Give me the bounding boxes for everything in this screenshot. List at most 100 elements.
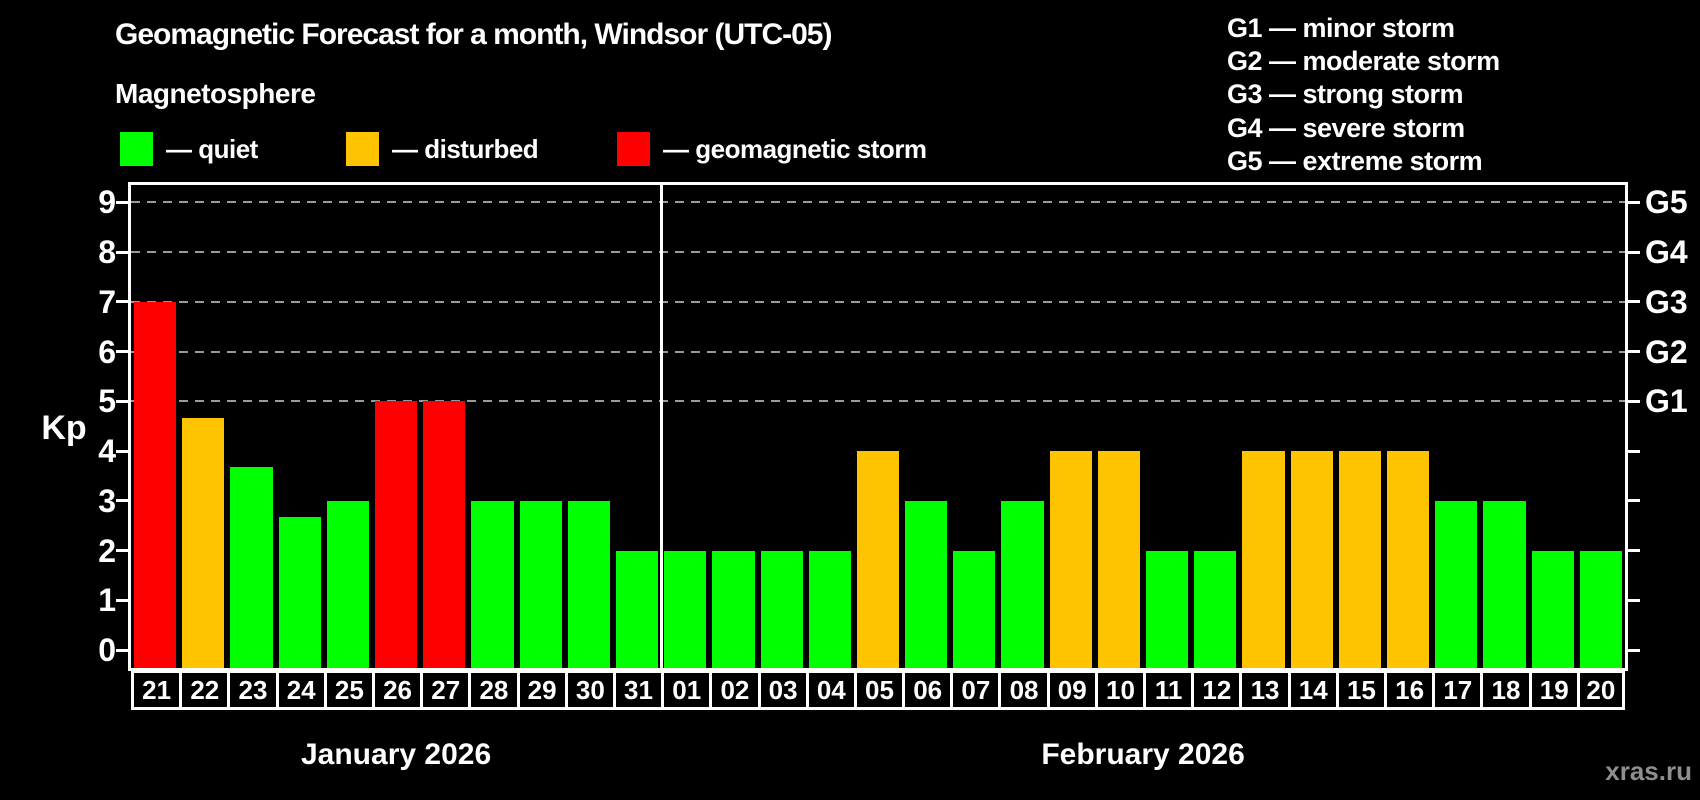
kp-bar-day-16 xyxy=(1387,451,1430,668)
kp-bar-day-25 xyxy=(326,500,369,668)
kp-bar-day-08 xyxy=(1001,500,1044,668)
month-label-1: January 2026 xyxy=(300,738,492,771)
y-axis-tick-label: 1 xyxy=(98,582,116,619)
g-legend-line-2: G2 — moderate storm xyxy=(1227,46,1500,77)
legend-label-disturbed: — disturbed xyxy=(392,133,539,164)
day-label-cell: 24 xyxy=(275,670,324,710)
kp-bar-day-30 xyxy=(567,500,610,668)
legend-item-storm: — geomagnetic storm xyxy=(617,132,927,166)
right-axis-tick xyxy=(1628,350,1640,353)
month-label-2: February 2026 xyxy=(1041,738,1245,771)
kp-bar-day-09 xyxy=(1049,451,1092,668)
right-axis-tick xyxy=(1628,499,1640,503)
plot-border xyxy=(128,182,1628,671)
day-label-cell: 26 xyxy=(371,670,421,710)
left-axis-tick xyxy=(116,499,128,503)
gridline-kp6 xyxy=(131,350,1625,353)
right-axis-tick xyxy=(1628,648,1640,652)
day-label-cell: 20 xyxy=(1576,670,1625,710)
kp-bar-day-10 xyxy=(1097,451,1141,668)
y-axis-tick-label: 5 xyxy=(98,383,116,420)
day-label-cell: 03 xyxy=(757,670,806,710)
legend-swatch-disturbed xyxy=(346,132,379,166)
g-legend-line-1: G1 — minor storm xyxy=(1227,13,1455,43)
g-legend-line-3: G3 — strong storm xyxy=(1227,79,1464,110)
day-label-cell: 29 xyxy=(516,670,565,710)
kp-bar-day-02 xyxy=(712,550,755,668)
day-label-cell: 28 xyxy=(468,670,517,710)
day-label-cell: 25 xyxy=(323,670,372,710)
kp-bar-day-12 xyxy=(1194,550,1237,668)
day-label-cell: 09 xyxy=(1046,670,1095,710)
y-axis-tick-label: 7 xyxy=(98,283,116,320)
right-axis-label-G1: G1 xyxy=(1645,383,1688,420)
left-axis-tick xyxy=(116,449,128,453)
kp-bar-day-13 xyxy=(1242,451,1285,668)
kp-bar-day-20 xyxy=(1579,550,1622,668)
left-axis-tick xyxy=(116,549,128,552)
page-title: Geomagnetic Forecast for a month, Windso… xyxy=(115,18,832,51)
right-axis-tick xyxy=(1628,399,1640,403)
day-label-cell: 10 xyxy=(1094,670,1144,710)
right-axis-tick xyxy=(1628,598,1640,602)
legend-swatch-storm xyxy=(617,132,650,166)
kp-bar-day-21 xyxy=(134,301,177,668)
kp-bar-day-26 xyxy=(374,401,418,668)
day-label-cell: 21 xyxy=(131,670,180,710)
day-label-cell: 04 xyxy=(805,670,854,710)
day-label-cell: 01 xyxy=(661,670,710,710)
kp-bar-day-03 xyxy=(760,550,803,668)
day-label-cell: 12 xyxy=(1191,670,1240,710)
day-label-cell: 17 xyxy=(1432,670,1481,710)
right-axis-label-G4: G4 xyxy=(1645,234,1688,270)
day-label-cell: 19 xyxy=(1528,670,1577,710)
y-axis-title: Kp xyxy=(41,409,87,447)
day-label-cell: 06 xyxy=(902,670,951,710)
kp-bar-day-11 xyxy=(1146,550,1189,668)
kp-bar-day-23 xyxy=(230,467,273,668)
kp-bar-day-19 xyxy=(1531,550,1574,668)
kp-bar-day-31 xyxy=(615,550,659,668)
y-axis-tick-label: 8 xyxy=(98,234,116,270)
kp-bar-day-18 xyxy=(1483,500,1526,668)
legend-item-disturbed: — disturbed xyxy=(346,132,539,166)
legend-item-quiet: — quiet xyxy=(120,132,258,166)
day-label-cell: 02 xyxy=(709,670,758,710)
day-label-cell: 07 xyxy=(950,670,999,710)
day-label-cell: 23 xyxy=(227,670,276,710)
kp-bar-day-22 xyxy=(182,417,225,668)
kp-bar-day-28 xyxy=(471,500,514,668)
day-label-cell: 11 xyxy=(1143,670,1192,710)
right-axis-tick xyxy=(1628,250,1640,254)
kp-bar-day-29 xyxy=(519,500,562,668)
y-axis-tick-label: 6 xyxy=(98,333,116,370)
right-axis-tick xyxy=(1628,549,1640,552)
kp-bar-day-24 xyxy=(278,517,321,668)
day-label-cell: 08 xyxy=(998,670,1047,710)
right-axis-label-G3: G3 xyxy=(1645,283,1688,320)
g-legend-line-5: G5 — extreme storm xyxy=(1227,145,1483,176)
gridline-kp5 xyxy=(131,400,1625,403)
day-label-cell: 16 xyxy=(1384,670,1433,710)
y-axis-tick-label: 9 xyxy=(98,184,116,221)
day-label-cell: 27 xyxy=(420,670,469,710)
right-axis-tick xyxy=(1628,200,1640,204)
y-axis-tick-label: 0 xyxy=(98,632,116,668)
y-axis-tick-label: 4 xyxy=(98,433,116,469)
kp-bar-day-14 xyxy=(1290,451,1333,668)
day-label-cell: 13 xyxy=(1239,670,1288,710)
legend-swatch-quiet xyxy=(120,132,153,166)
left-axis-tick xyxy=(116,399,128,403)
g-legend-line-4: G4 — severe storm xyxy=(1227,112,1465,143)
day-label-cell: 31 xyxy=(612,670,662,710)
g-scale-legend: G1 — minor storm G2 — moderate storm G3 — … xyxy=(1227,12,1500,178)
kp-bar-day-27 xyxy=(423,401,466,668)
kp-bar-day-17 xyxy=(1435,500,1478,668)
day-label-cell: 05 xyxy=(853,670,903,710)
chart-subtitle: Magnetosphere xyxy=(115,78,316,109)
left-axis-tick xyxy=(116,250,128,254)
left-axis-tick xyxy=(116,200,128,204)
kp-bar-day-15 xyxy=(1338,451,1382,668)
right-axis-tick xyxy=(1628,300,1640,304)
